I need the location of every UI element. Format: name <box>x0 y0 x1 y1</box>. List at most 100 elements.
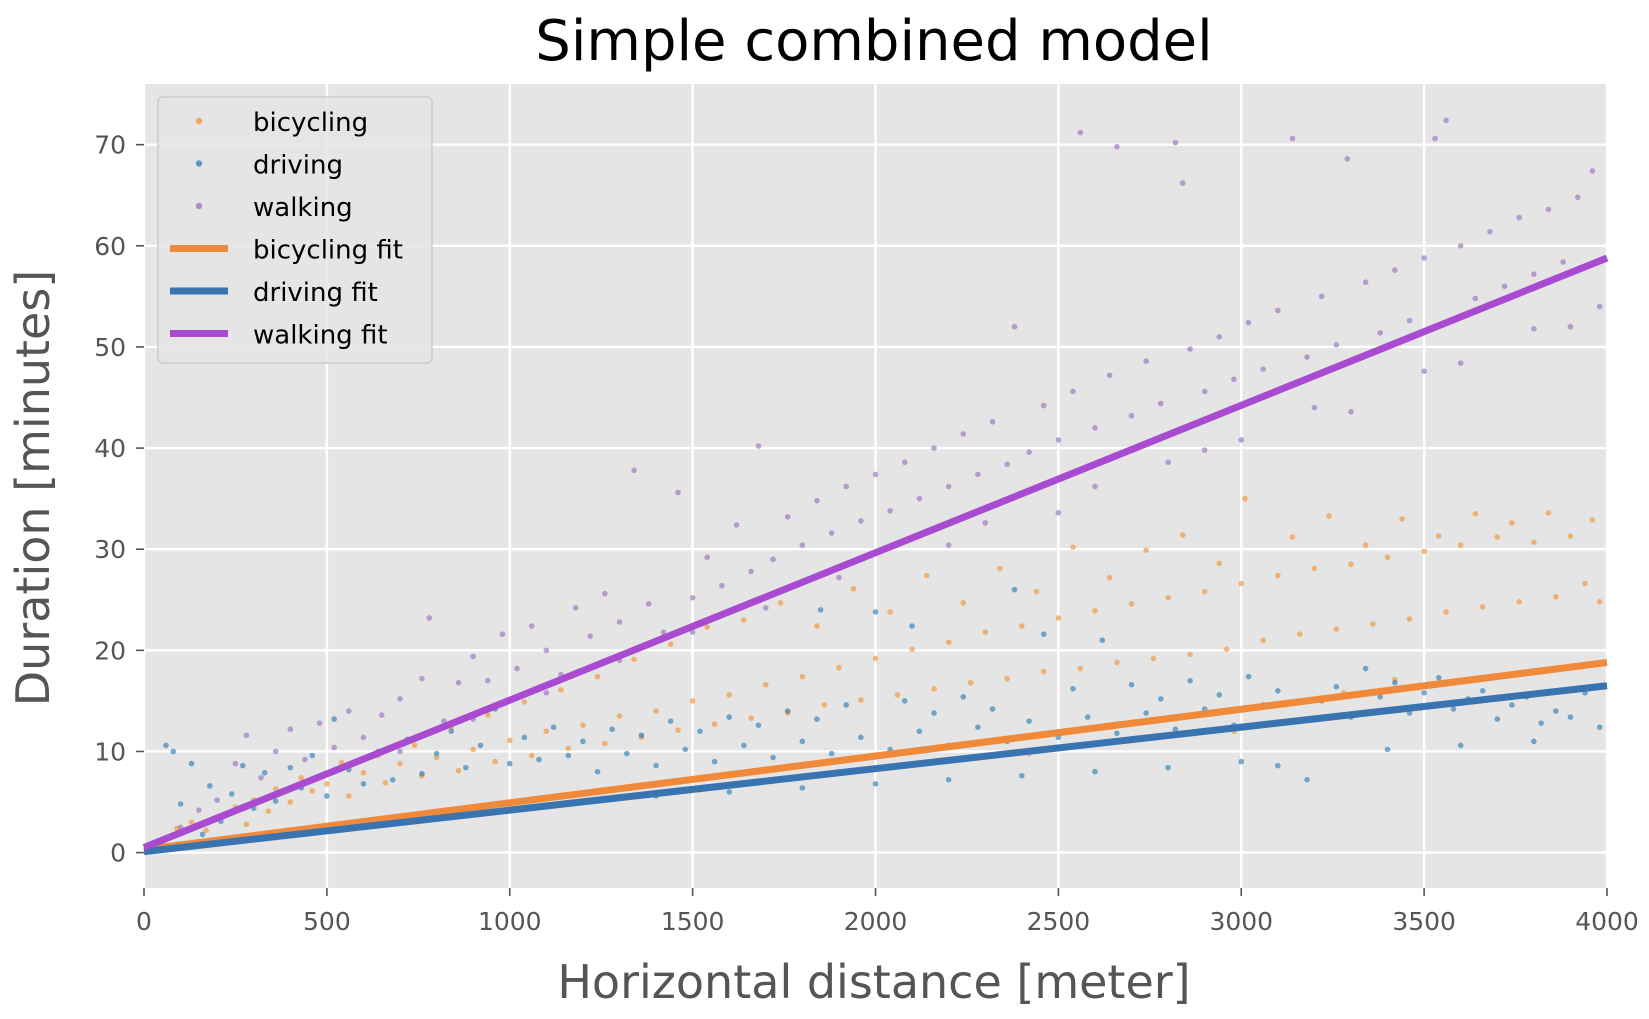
bicycling-point <box>1004 675 1010 682</box>
bicycling-point <box>243 821 250 828</box>
driving-point <box>177 801 184 807</box>
walking-point <box>1531 325 1537 332</box>
x-tick-label: 3500 <box>1392 907 1456 936</box>
walking-point <box>1392 267 1398 273</box>
bicycling-point <box>1260 637 1266 644</box>
bicycling-point <box>1114 659 1120 666</box>
bicycling-point <box>1399 516 1405 522</box>
walking-point <box>755 443 762 449</box>
bicycling-point <box>1019 623 1025 629</box>
driving-point <box>975 724 981 730</box>
y-tick-label: 20 <box>94 636 126 665</box>
bicycling-point <box>872 655 879 662</box>
walking-point <box>1596 303 1603 310</box>
walking-point <box>1348 408 1354 415</box>
driving-point <box>638 732 645 739</box>
bicycling-point <box>1033 588 1040 595</box>
bicycling-point <box>602 740 608 747</box>
driving-point <box>1099 637 1106 644</box>
bicycling-point <box>741 617 747 623</box>
driving-point <box>324 793 330 799</box>
x-tick-label: 2000 <box>844 907 908 936</box>
bicycling-point <box>997 565 1003 572</box>
driving-point <box>1165 764 1171 771</box>
bicycling-point <box>1348 561 1354 568</box>
driving-point <box>1538 720 1544 726</box>
driving-point <box>170 748 177 755</box>
bicycling-point <box>1479 604 1486 610</box>
legend-label-walking: walking <box>253 193 353 223</box>
driving-point <box>945 776 952 783</box>
driving-point <box>1494 716 1501 722</box>
bicycling-point <box>1384 554 1391 561</box>
bicycling-point <box>1545 510 1552 516</box>
walking-point <box>1114 143 1120 150</box>
bicycling-point <box>1128 601 1135 607</box>
bicycling-point <box>565 745 572 752</box>
bicycling-point <box>580 722 586 728</box>
walking-point <box>397 748 403 755</box>
bicycling-point <box>1179 532 1186 538</box>
driving-point <box>828 750 835 757</box>
driving-point <box>506 760 513 767</box>
x-tick-label: 500 <box>303 907 351 936</box>
bicycling-point <box>324 781 330 787</box>
walking-point <box>1040 402 1047 409</box>
driving-point <box>1596 724 1603 730</box>
bicycling-point <box>360 769 367 776</box>
bicycling-point <box>850 585 857 592</box>
walking-point <box>1216 334 1223 340</box>
bicycling-point <box>1092 608 1098 614</box>
bicycling-point <box>521 699 528 705</box>
driving-point <box>931 710 937 716</box>
walking-point <box>660 629 667 635</box>
driving-point <box>1092 768 1098 775</box>
driving-point <box>207 783 213 789</box>
walking-point <box>1362 279 1369 286</box>
bicycling-point <box>1582 580 1588 587</box>
legend-marker-bicycling <box>195 117 203 125</box>
driving-point <box>653 762 659 769</box>
walking-point <box>1011 323 1018 330</box>
bicycling-point <box>1187 651 1193 658</box>
y-tick-label: 60 <box>94 232 126 261</box>
walking-point <box>470 653 476 660</box>
x-tick-label: 0 <box>136 907 152 936</box>
legend-label-driving-fit: driving fit <box>253 278 378 308</box>
walking-point <box>1275 307 1281 314</box>
driving-point <box>287 764 294 771</box>
walking-point <box>1432 135 1438 142</box>
driving-point <box>755 722 762 728</box>
driving-point <box>1450 706 1457 712</box>
driving-point <box>960 694 967 700</box>
walking-point <box>1501 283 1508 290</box>
walking-point <box>770 556 776 563</box>
walking-point <box>1157 400 1164 407</box>
walking-point <box>945 542 952 548</box>
walking-point <box>1055 437 1062 443</box>
driving-point <box>1275 687 1281 694</box>
walking-point <box>1457 243 1464 249</box>
walking-point <box>1560 259 1566 265</box>
walking-point <box>1077 129 1084 136</box>
y-tick-label: 10 <box>94 737 126 766</box>
walking-point <box>1421 368 1427 375</box>
driving-point <box>1070 685 1076 692</box>
driving-point <box>360 781 367 787</box>
driving-point <box>799 738 806 745</box>
bicycling-point <box>298 774 305 781</box>
bicycling-point <box>1494 534 1501 540</box>
walking-point <box>232 760 239 767</box>
walking-point <box>799 542 806 548</box>
bicycling-point <box>1223 646 1230 653</box>
driving-point <box>1084 714 1091 720</box>
walking-point <box>1128 412 1135 419</box>
driving-point <box>1026 718 1032 724</box>
walking-point <box>426 615 433 621</box>
walking-point <box>272 748 279 755</box>
bicycling-point <box>1055 615 1062 621</box>
bicycling-point <box>1333 626 1340 632</box>
bicycling-point <box>909 646 915 653</box>
walking-point <box>397 696 403 702</box>
walking-point <box>631 467 637 474</box>
